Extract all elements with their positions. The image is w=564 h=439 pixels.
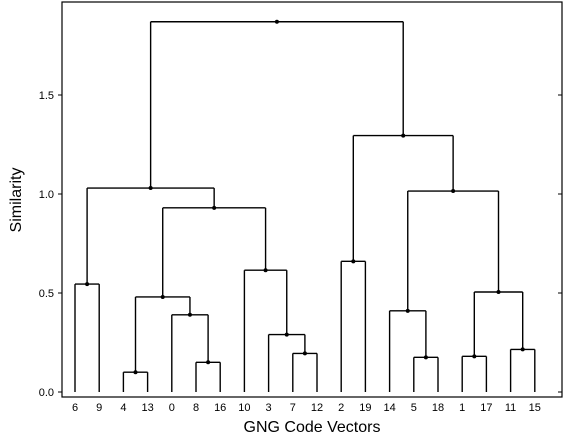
leaf-label-9: 9 (96, 402, 102, 414)
x-axis-title: GNG Code Vectors (244, 419, 381, 436)
node-m_4_13 (133, 370, 138, 375)
node-m_413_0816 (160, 294, 165, 299)
node-m_11_15 (520, 347, 525, 352)
node-m_mid_right (451, 189, 456, 194)
node-m_117_1115 (496, 290, 501, 295)
y-tick-label-3: 1.5 (39, 90, 54, 102)
leaf-label-12: 12 (311, 402, 323, 414)
leaf-label-10: 10 (238, 402, 250, 414)
dendrogram-tree (74, 21, 536, 392)
node-m_7_12 (302, 351, 307, 356)
node-m_mid_left (212, 205, 217, 210)
merge-nodes (85, 19, 525, 375)
leaf-label-16: 16 (214, 402, 226, 414)
leaf-label-17: 17 (480, 402, 492, 414)
node-m_root (274, 19, 279, 24)
y-tick-label-2: 1.0 (39, 189, 54, 201)
leaf-label-15: 15 (529, 402, 541, 414)
leaf-label-18: 18 (432, 402, 444, 414)
plot-frame (61, 1, 563, 398)
leaf-label-14: 14 (383, 402, 395, 414)
leaf-label-6: 6 (72, 402, 78, 414)
leaf-label-19: 19 (359, 402, 371, 414)
leaf-label-5: 5 (411, 402, 417, 414)
leaf-label-2: 2 (338, 402, 344, 414)
node-m_8_16 (206, 360, 211, 365)
x-axis-leaf-labels: 6 9 4 13 0 8 16 10 3 7 12 2 19 14 5 18 1 17 11 15 (72, 402, 541, 414)
y-tick-label-0: 0.0 (39, 387, 54, 399)
leaf-label-1: 1 (459, 402, 465, 414)
leaf-label-0: 0 (169, 402, 175, 414)
node-m_2_19 (351, 259, 356, 264)
leaf-label-8: 8 (193, 402, 199, 414)
node-m_left (148, 186, 153, 191)
node-m_3_712 (284, 332, 289, 337)
node-m_0_816 (187, 312, 192, 317)
node-m_right (401, 133, 406, 138)
y-axis-title: Similarity (8, 168, 25, 233)
leaf-label-7: 7 (290, 402, 296, 414)
leaf-label-13: 13 (141, 402, 153, 414)
leaf-label-4: 4 (120, 402, 126, 414)
y-axis: 0.0 0.5 1.0 1.5 (39, 90, 562, 399)
node-m_1_17 (472, 354, 477, 359)
node-m_6_9 (85, 282, 90, 287)
leaf-label-11: 11 (505, 402, 516, 414)
node-m_5_18 (423, 355, 428, 360)
y-tick-label-1: 0.5 (39, 288, 54, 300)
node-m_10_3712 (263, 268, 268, 273)
node-m_14_518 (405, 308, 410, 313)
leaf-label-3: 3 (266, 402, 272, 414)
